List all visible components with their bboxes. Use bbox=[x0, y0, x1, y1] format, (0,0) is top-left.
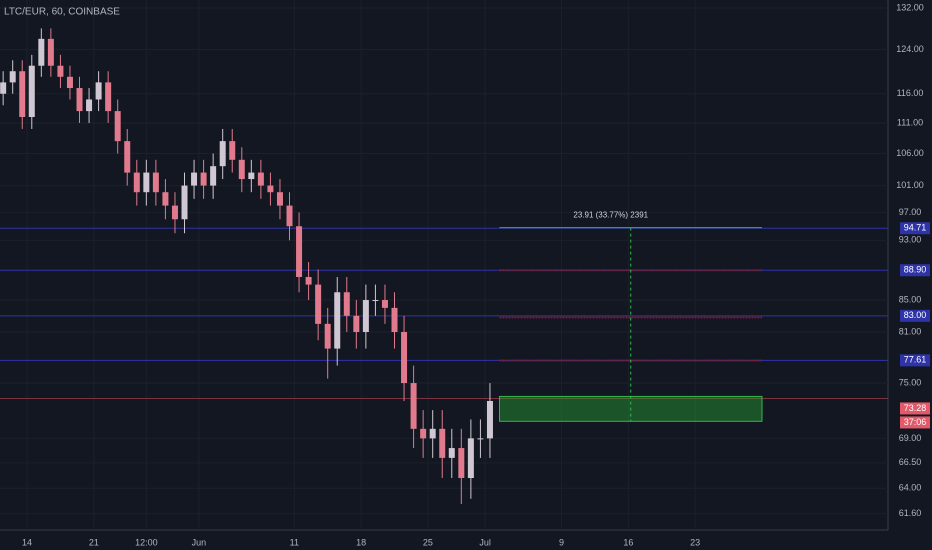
candle-body bbox=[362, 300, 369, 332]
candle-body bbox=[486, 400, 493, 439]
candle-body bbox=[381, 300, 388, 308]
candle-body bbox=[477, 438, 484, 440]
candle-body bbox=[133, 172, 140, 193]
x-tick-label: 21 bbox=[89, 537, 99, 547]
y-tick-label: 75.00 bbox=[899, 377, 922, 387]
candle-body bbox=[181, 185, 188, 220]
y-tick-label: 111.00 bbox=[897, 117, 923, 127]
candle-body bbox=[124, 141, 131, 173]
candle-body bbox=[296, 226, 303, 278]
x-tick-label: Jul bbox=[479, 537, 491, 547]
candle-body bbox=[267, 185, 274, 193]
candle-body bbox=[391, 307, 398, 332]
candle-body bbox=[334, 292, 341, 349]
candle-body bbox=[200, 172, 207, 186]
candle-body bbox=[105, 82, 112, 112]
candle-body bbox=[38, 38, 45, 66]
candle-body bbox=[114, 111, 121, 142]
candle-body bbox=[448, 448, 455, 458]
candle-body bbox=[19, 71, 26, 118]
x-tick-label: 11 bbox=[290, 537, 299, 547]
countdown-box bbox=[900, 416, 930, 429]
x-tick-label: 23 bbox=[690, 537, 700, 547]
candle-body bbox=[66, 76, 73, 89]
price-label-box bbox=[900, 402, 930, 415]
price-label: 94.71 bbox=[904, 223, 927, 233]
candle-body bbox=[429, 428, 436, 439]
candle-body bbox=[467, 438, 474, 478]
candle-body bbox=[439, 428, 446, 458]
candle-body bbox=[210, 166, 217, 186]
candle-body bbox=[248, 172, 255, 180]
candle-body bbox=[95, 82, 102, 100]
last-price-label: 73.28 bbox=[904, 403, 927, 413]
measure-label: 23.91 (33.77%) 2391 bbox=[573, 211, 648, 220]
x-tick-label: 12:00 bbox=[135, 537, 158, 547]
y-tick-label: 85.00 bbox=[899, 294, 922, 304]
x-tick-label: Jun bbox=[192, 537, 207, 547]
candle-body bbox=[219, 141, 226, 167]
y-tick-label: 116.00 bbox=[897, 88, 924, 98]
candle-body bbox=[401, 331, 408, 384]
y-tick-label: 106.00 bbox=[896, 148, 924, 158]
price-label-box bbox=[900, 264, 930, 277]
y-tick-label: 64.00 bbox=[899, 483, 922, 493]
x-tick-label: 18 bbox=[356, 537, 366, 547]
candle-body bbox=[286, 205, 293, 227]
candle-body bbox=[276, 192, 283, 206]
y-tick-label: 132.00 bbox=[896, 2, 924, 12]
y-tick-label: 93.00 bbox=[899, 235, 922, 245]
candle-body bbox=[238, 159, 245, 180]
candle-body bbox=[47, 38, 54, 66]
candle-body bbox=[76, 88, 83, 112]
y-tick-label: 81.00 bbox=[899, 326, 922, 336]
candle-body bbox=[28, 65, 35, 118]
y-tick-label: 69.00 bbox=[899, 433, 922, 443]
candle-body bbox=[191, 172, 198, 186]
price-label: 88.90 bbox=[904, 265, 927, 275]
x-tick-label: 25 bbox=[423, 537, 433, 547]
y-tick-label: 61.60 bbox=[899, 508, 922, 518]
y-tick-label: 97.00 bbox=[899, 207, 922, 217]
x-tick-label: 16 bbox=[623, 537, 633, 547]
price-label-box bbox=[900, 222, 930, 235]
candle-body bbox=[353, 315, 360, 332]
y-tick-label: 101.00 bbox=[896, 180, 924, 190]
candle-body bbox=[315, 284, 322, 324]
chart-title: LTC/EUR, 60, COINBASE bbox=[4, 7, 120, 18]
price-label: 77.61 bbox=[904, 355, 927, 365]
candle-body bbox=[171, 205, 178, 220]
price-label-box bbox=[900, 354, 930, 367]
candle-body bbox=[343, 292, 350, 316]
candle-body bbox=[458, 448, 465, 478]
candle-body bbox=[420, 428, 427, 439]
candle-body bbox=[86, 99, 93, 112]
candle-body bbox=[410, 383, 417, 429]
candle-body bbox=[257, 172, 264, 186]
candle-body bbox=[152, 172, 159, 193]
price-label-box bbox=[900, 309, 930, 322]
candle-body bbox=[9, 71, 16, 83]
candle-body bbox=[324, 323, 331, 349]
y-tick-label: 66.50 bbox=[899, 457, 922, 467]
candle-body bbox=[0, 82, 7, 94]
candle-body bbox=[143, 172, 150, 193]
candle-body bbox=[162, 192, 169, 206]
candle-body bbox=[57, 65, 64, 77]
y-tick-label: 124.00 bbox=[896, 44, 924, 54]
candle-body bbox=[229, 141, 236, 160]
x-tick-label: 14 bbox=[22, 537, 32, 547]
x-tick-label: 9 bbox=[559, 537, 564, 547]
candle-body bbox=[305, 277, 312, 285]
candle-body bbox=[372, 300, 379, 302]
countdown-label: 37:06 bbox=[904, 417, 927, 427]
price-label: 83.00 bbox=[904, 310, 927, 320]
